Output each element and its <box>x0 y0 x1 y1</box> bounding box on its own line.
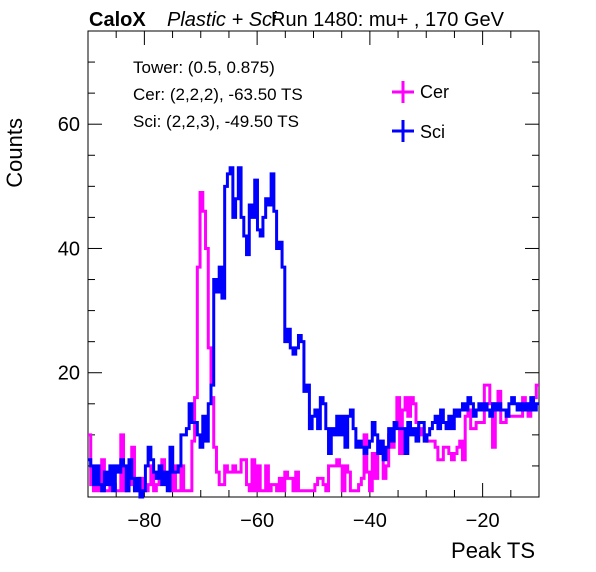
axis-ticks: −80 −60 −40 −20 20 40 60 <box>58 30 540 532</box>
x-tick-label: −60 <box>240 510 274 532</box>
x-tick-label: −40 <box>353 510 387 532</box>
legend: Cer Sci <box>392 81 449 142</box>
y-axis-title: Counts <box>2 118 27 188</box>
cer-annotation: Cer: (2,2,2), -63.50 TS <box>133 85 303 104</box>
run-label: Run 1480: mu+ , 170 GeV <box>271 9 505 31</box>
tower-annotation: Tower: (0.5, 0.875) <box>133 58 275 77</box>
y-tick-label: 20 <box>58 363 80 385</box>
brand-label: CaloX <box>89 9 146 31</box>
series-group <box>88 166 539 499</box>
series-cer <box>88 191 539 493</box>
material-label: Plastic + Sci <box>167 9 277 31</box>
legend-cer-label: Cer <box>420 82 449 102</box>
x-axis-title: Peak TS <box>451 538 535 563</box>
series-line-sci <box>88 166 539 499</box>
series-line-cer <box>88 191 539 493</box>
legend-sci-label: Sci <box>420 122 445 142</box>
series-sci <box>88 166 539 499</box>
x-tick-label: −20 <box>466 510 500 532</box>
y-tick-label: 60 <box>58 114 80 136</box>
sci-annotation: Sci: (2,2,3), -49.50 TS <box>133 112 299 131</box>
y-tick-label: 40 <box>58 238 80 260</box>
x-tick-label: −80 <box>127 510 161 532</box>
